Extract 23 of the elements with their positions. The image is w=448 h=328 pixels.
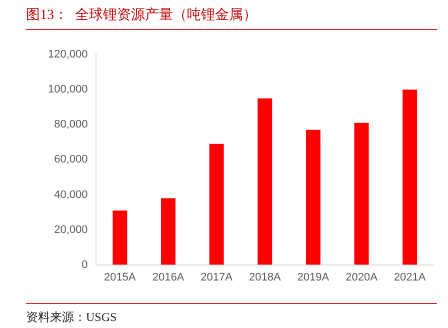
y-tick-label: 80,000 [54, 118, 88, 131]
x-tick-label: 2017A [200, 271, 234, 284]
y-tick-label: 20,000 [54, 224, 88, 236]
y-tick-label: 100,000 [48, 84, 88, 96]
y-tick-label: 40,000 [54, 188, 88, 201]
text: 资料来源：USGS [26, 309, 117, 326]
x-tick-label: 2019A [297, 271, 330, 284]
x-tick-label: 2015A [104, 271, 136, 284]
x-tick-label: 2016A [152, 271, 185, 284]
chart-title: 图13： 全球锂资源产量（吨锂金属） [26, 6, 257, 24]
bar [354, 122, 369, 265]
y-tick-label: 0 [82, 258, 88, 271]
bar [306, 130, 320, 265]
bar [258, 98, 272, 265]
x-tick-label: 2018A [248, 271, 282, 284]
bar [160, 198, 176, 265]
bar [209, 144, 224, 265]
y-tick-label: 60,000 [54, 154, 88, 166]
x-tick-label: 2020A [346, 271, 378, 284]
bar [402, 90, 418, 265]
x-tick-label: 2021A [394, 271, 426, 284]
bar [112, 210, 128, 265]
y-tick-label: 120,000 [48, 48, 88, 61]
